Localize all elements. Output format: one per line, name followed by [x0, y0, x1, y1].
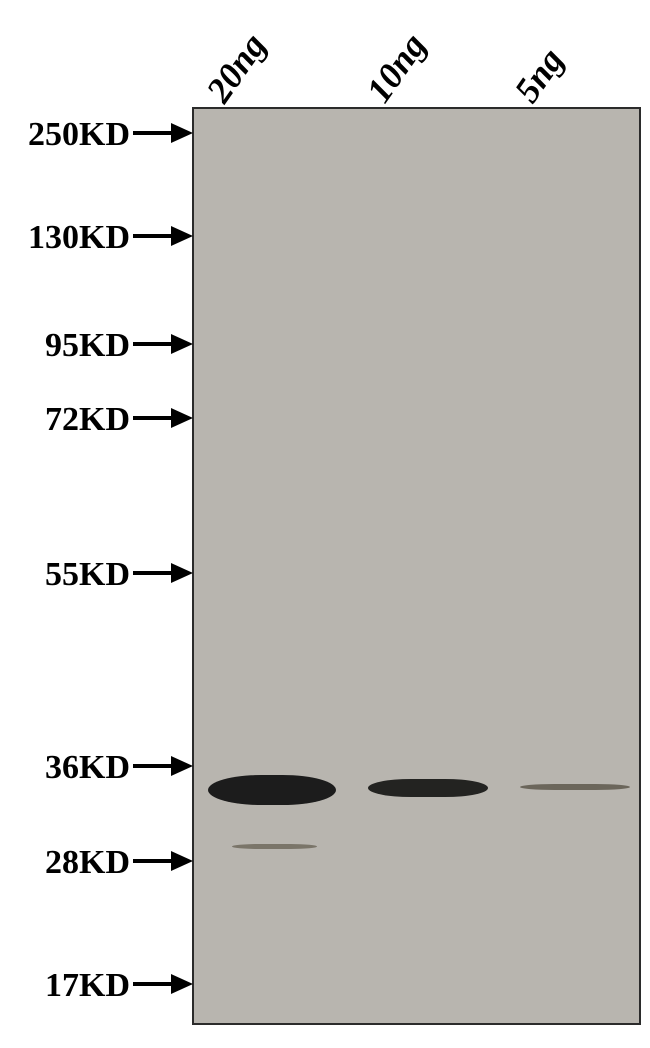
lane-label-20ng: 20ng: [198, 25, 275, 110]
band-lane3-36kd: [520, 784, 630, 790]
marker-label-55kd: 55KD: [45, 556, 130, 594]
figure-root: 250KD 130KD 95KD 72KD 55KD 36KD 28KD 17K…: [0, 0, 650, 1048]
marker-label-95kd: 95KD: [45, 327, 130, 365]
lane-label-10ng: 10ng: [358, 25, 435, 110]
marker-label-130kd: 130KD: [28, 219, 130, 257]
lane-label-5ng: 5ng: [506, 40, 573, 110]
marker-label-28kd: 28KD: [45, 844, 130, 882]
band-lane1-28kd-faint: [232, 844, 317, 849]
marker-label-36kd: 36KD: [45, 749, 130, 787]
marker-label-17kd: 17KD: [45, 967, 130, 1005]
band-lane1-36kd: [208, 775, 336, 805]
marker-label-250kd: 250KD: [28, 116, 130, 154]
band-lane2-36kd: [368, 779, 488, 797]
western-blot-membrane: [192, 107, 641, 1025]
marker-label-72kd: 72KD: [45, 401, 130, 439]
